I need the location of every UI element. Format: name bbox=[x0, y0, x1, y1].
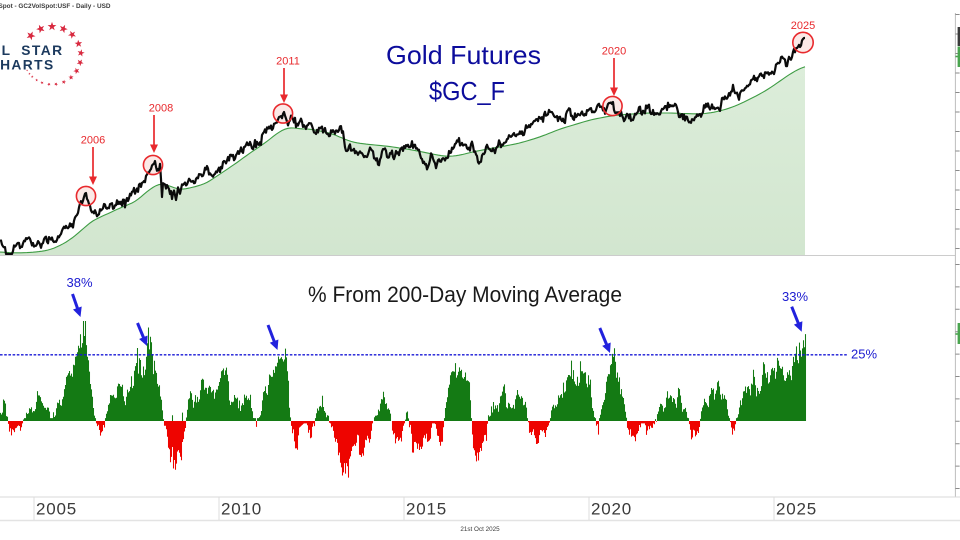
svg-text:2020: 2020 bbox=[591, 500, 632, 519]
svg-text:2020: 2020 bbox=[602, 46, 626, 58]
svg-text:25%: 25% bbox=[851, 347, 877, 362]
svg-text:ALL: ALL bbox=[0, 43, 11, 58]
svg-text:2008: 2008 bbox=[149, 103, 173, 115]
svg-text:2010: 2010 bbox=[221, 500, 262, 519]
svg-text:2005: 2005 bbox=[36, 500, 77, 519]
svg-text:2015: 2015 bbox=[406, 500, 447, 519]
svg-text:2025: 2025 bbox=[776, 500, 817, 519]
svg-text:Spot - GC2VolSpot:USF - Daily: Spot - GC2VolSpot:USF - Daily - USD bbox=[0, 3, 111, 10]
svg-text:Gold Futures: Gold Futures bbox=[386, 40, 541, 70]
svg-text:21st Oct 2025: 21st Oct 2025 bbox=[460, 526, 500, 533]
svg-text:2025: 2025 bbox=[791, 20, 815, 32]
svg-text:CHARTS: CHARTS bbox=[0, 58, 55, 73]
svg-text:STAR: STAR bbox=[21, 43, 63, 58]
svg-text:38%: 38% bbox=[66, 275, 92, 290]
svg-text:% From 200-Day Moving Average: % From 200-Day Moving Average bbox=[308, 282, 622, 307]
svg-text:$GC_F: $GC_F bbox=[429, 76, 505, 106]
svg-text:33%: 33% bbox=[782, 289, 808, 304]
svg-text:2006: 2006 bbox=[81, 135, 105, 147]
svg-text:2011: 2011 bbox=[276, 56, 300, 68]
